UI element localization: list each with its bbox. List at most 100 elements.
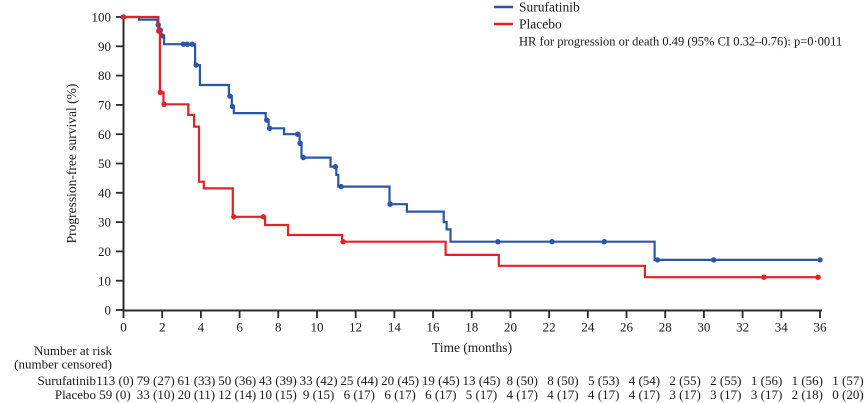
surufatinib-legend-label: Surufatinib <box>519 0 580 15</box>
risk-value: 33 (10) <box>137 387 175 402</box>
risk-value: 33 (42) <box>300 373 338 388</box>
risk-value: 6 (17) <box>425 387 456 402</box>
risk-row-label-placebo: Placebo <box>55 387 96 402</box>
y-tick-label: 70 <box>98 98 111 113</box>
y-tick-label: 90 <box>98 39 111 54</box>
risk-value: 3 (17) <box>710 387 741 402</box>
risk-value: 0 (20) <box>832 387 863 402</box>
x-tick-label: 36 <box>814 320 828 335</box>
risk-value: 5 (53) <box>588 373 619 388</box>
number-at-risk-table: Number at risk (number censored) Surufat… <box>14 343 864 402</box>
risk-value: 25 (44) <box>340 373 378 388</box>
risk-value: 113 (0) <box>96 373 133 388</box>
x-tick-label: 26 <box>620 320 634 335</box>
surufatinib-curve <box>123 15 820 261</box>
risk-table-header-line1: Number at risk <box>34 343 112 358</box>
y-tick-label: 20 <box>98 244 111 259</box>
surufatinib-censor-mark <box>184 41 190 47</box>
survival-curves <box>120 14 823 280</box>
surufatinib-censor-mark <box>710 257 717 263</box>
risk-value: 4 (17) <box>506 387 537 402</box>
y-tick-label: 40 <box>98 185 111 200</box>
risk-value: 1 (56) <box>792 373 823 388</box>
x-tick-label: 8 <box>275 320 282 335</box>
risk-value: 20 (11) <box>178 387 215 402</box>
risk-values: 113 (0) 79 (27) 61 (33) 50 (36) 43 (39) 33 (4… <box>96 373 863 402</box>
surufatinib-censor-mark <box>495 239 501 245</box>
risk-value: 8 (50) <box>506 373 537 388</box>
risk-value: 6 (17) <box>384 387 415 402</box>
surufatinib-censor-mark <box>264 117 270 123</box>
surufatinib-censor-mark <box>227 93 233 99</box>
x-tick-label: 22 <box>543 320 556 335</box>
surufatinib-censor-mark <box>193 62 199 68</box>
x-axis-title: Time (months) <box>432 340 512 355</box>
x-tick-label: 30 <box>697 320 710 335</box>
placebo-censor-mark <box>260 214 267 220</box>
risk-value: 2 (55) <box>669 373 700 388</box>
risk-value: 4 (17) <box>547 387 578 402</box>
x-tick-label: 2 <box>159 320 166 335</box>
risk-value: 12 (14) <box>218 387 256 402</box>
surufatinib-censor-mark <box>180 41 187 47</box>
risk-value: 6 (17) <box>344 387 375 402</box>
risk-value: 50 (36) <box>218 373 256 388</box>
risk-value: 3 (17) <box>669 387 700 402</box>
surufatinib-censor-mark <box>549 239 555 245</box>
risk-value: 4 (17) <box>588 387 619 402</box>
surufatinib-censor-mark <box>300 154 307 161</box>
y-tick-label: 0 <box>105 303 112 318</box>
risk-value: 8 (50) <box>547 373 578 388</box>
surufatinib-censor-mark <box>338 183 344 190</box>
risk-value: 2 (18) <box>792 387 823 402</box>
surufatinib-censor-mark <box>654 257 661 263</box>
surufatinib-censor-mark <box>297 140 303 146</box>
x-tick-label: 32 <box>736 320 749 335</box>
placebo-censor-mark <box>157 89 163 96</box>
y-tick-label: 50 <box>98 156 111 171</box>
risk-value: 1 (57) <box>832 373 863 388</box>
risk-value: 59 (0) <box>99 387 130 402</box>
risk-value: 79 (27) <box>137 373 175 388</box>
surufatinib-censor-mark <box>387 201 393 207</box>
placebo-legend-label: Placebo <box>519 17 562 32</box>
risk-value: 10 (15) <box>259 387 297 402</box>
placebo-censor-mark <box>161 101 167 108</box>
x-tick-label: 10 <box>310 320 323 335</box>
risk-value: 4 (17) <box>629 387 660 402</box>
x-tick-label: 20 <box>504 320 517 335</box>
y-tick-label: 100 <box>92 10 112 25</box>
legend: Surufatinib Placebo HR for progression o… <box>494 0 842 49</box>
x-tick-label: 6 <box>236 320 243 335</box>
y-axis-title: Progression-free survival (%) <box>64 84 79 244</box>
risk-value: 4 (54) <box>629 373 660 388</box>
x-tick-label: 14 <box>388 320 402 335</box>
risk-value: 20 (45) <box>381 373 419 388</box>
placebo-censor-mark <box>156 28 162 34</box>
surufatinib-censor-mark <box>601 239 607 245</box>
x-tick-label: 12 <box>349 320 362 335</box>
placebo-censor-mark <box>815 274 821 280</box>
risk-value: 13 (45) <box>463 373 501 388</box>
risk-value: 2 (55) <box>710 373 741 388</box>
x-tick-label: 18 <box>465 320 478 335</box>
surufatinib-censor-mark <box>332 164 339 170</box>
x-tick-label: 34 <box>775 320 789 335</box>
risk-value: 3 (17) <box>751 387 782 402</box>
risk-value: 43 (39) <box>259 373 297 388</box>
risk-value: 1 (56) <box>751 373 782 388</box>
x-tick-label: 28 <box>659 320 672 335</box>
y-tick-label: 60 <box>98 127 111 142</box>
surufatinib-censor-mark <box>229 103 236 110</box>
placebo-censor-mark <box>231 214 237 220</box>
risk-value: 9 (15) <box>303 387 334 402</box>
x-tick-label: 24 <box>581 320 595 335</box>
y-tick-label: 30 <box>98 215 111 230</box>
risk-row-label-surufatinib: Surufatinib <box>38 373 97 388</box>
x-tick-label: 4 <box>198 320 205 335</box>
x-tick-label: 16 <box>427 320 441 335</box>
placebo-censor-mark <box>120 14 127 20</box>
placebo-curve <box>123 15 820 279</box>
